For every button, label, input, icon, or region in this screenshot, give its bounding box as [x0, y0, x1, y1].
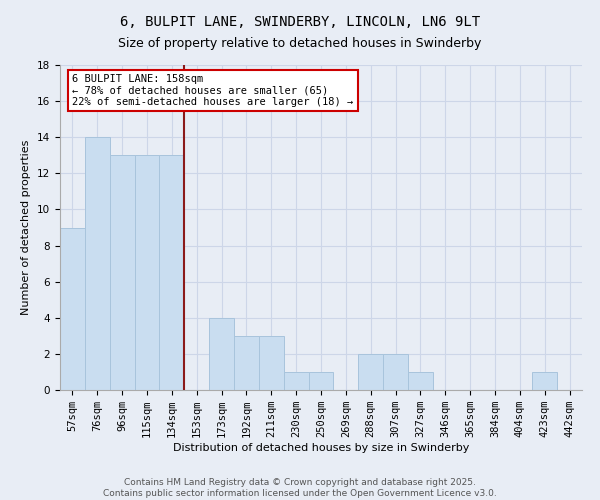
Bar — [284, 372, 308, 390]
Text: 6, BULPIT LANE, SWINDERBY, LINCOLN, LN6 9LT: 6, BULPIT LANE, SWINDERBY, LINCOLN, LN6 … — [120, 15, 480, 29]
Bar — [408, 372, 433, 390]
X-axis label: Distribution of detached houses by size in Swinderby: Distribution of detached houses by size … — [173, 443, 469, 453]
Bar — [85, 137, 110, 390]
Bar — [383, 354, 408, 390]
Bar — [134, 156, 160, 390]
Bar — [110, 156, 134, 390]
Bar — [234, 336, 259, 390]
Bar — [308, 372, 334, 390]
Y-axis label: Number of detached properties: Number of detached properties — [22, 140, 31, 315]
Text: Contains HM Land Registry data © Crown copyright and database right 2025.
Contai: Contains HM Land Registry data © Crown c… — [103, 478, 497, 498]
Bar — [160, 156, 184, 390]
Bar — [532, 372, 557, 390]
Bar — [60, 228, 85, 390]
Bar — [209, 318, 234, 390]
Text: 6 BULPIT LANE: 158sqm
← 78% of detached houses are smaller (65)
22% of semi-deta: 6 BULPIT LANE: 158sqm ← 78% of detached … — [73, 74, 353, 107]
Bar — [358, 354, 383, 390]
Text: Size of property relative to detached houses in Swinderby: Size of property relative to detached ho… — [118, 38, 482, 51]
Bar — [259, 336, 284, 390]
